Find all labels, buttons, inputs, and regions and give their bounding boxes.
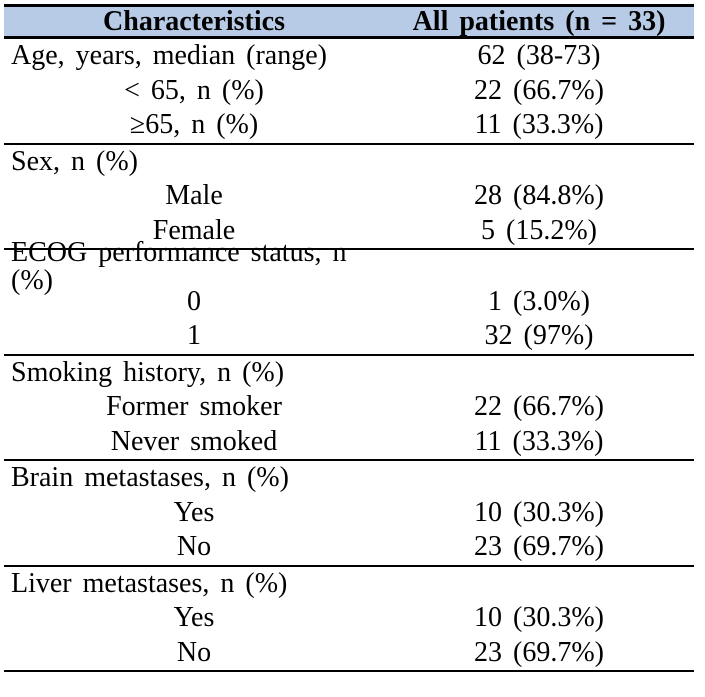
row-value: 22 (66.7%): [474, 391, 604, 423]
table-sub-row: No 23 (69.7%): [4, 636, 694, 671]
row-label: < 65, n (%): [124, 74, 264, 106]
row-label: ECOG performance status, n (%): [11, 237, 347, 297]
row-value: 11 (33.3%): [474, 425, 604, 457]
table-sub-row: Former smoker 22 (66.7%): [4, 390, 694, 425]
table-section-sex: Sex, n (%) Male 28 (84.8%) Female 5 (15.2%): [4, 145, 694, 250]
row-value: 1 (3.0%): [488, 285, 590, 317]
row-label: Age, years, median (range): [11, 40, 327, 72]
table-category-row: Brain metastases, n (%): [4, 461, 694, 496]
row-value: 10 (30.3%): [474, 602, 604, 634]
row-label: ≥65, n (%): [129, 109, 259, 141]
table-section-brain-metastases: Brain metastases, n (%) Yes 10 (30.3%) No 23…: [4, 461, 694, 567]
table-section-smoking-history: Smoking history, n (%) Former smoker 22 (6…: [4, 356, 694, 461]
header-all-patients: All patients (n = 33): [412, 5, 666, 37]
row-label: Sex, n (%): [11, 145, 138, 177]
row-label: Male: [165, 180, 223, 212]
row-label: No: [176, 636, 212, 668]
row-value: 22 (66.7%): [474, 74, 604, 106]
table-section-liver-metastases: Liver metastases, n (%) Yes 10 (30.3%) No 23…: [4, 567, 694, 672]
row-label: Never smoked: [110, 425, 278, 457]
row-label: 0: [187, 285, 201, 317]
table-category-row: ECOG performance status, n (%): [4, 239, 694, 295]
row-label: No: [176, 531, 212, 563]
row-value: 62 (38-73): [477, 40, 601, 72]
table-category-row: Sex, n (%): [4, 145, 694, 180]
table-body: Age, years, median (range) 62 (38-73) < 65…: [4, 39, 694, 672]
patient-characteristics-table: Characteristics All patients (n = 33) Ag…: [4, 4, 694, 672]
table-sub-row: Male 28 (84.8%): [4, 179, 694, 214]
table-sub-row: No 23 (69.7%): [4, 530, 694, 565]
header-characteristics: Characteristics: [103, 5, 285, 37]
row-label: Yes: [173, 602, 215, 634]
table-category-row: Liver metastases, n (%): [4, 567, 694, 602]
table-sub-row: Yes 10 (30.3%): [4, 496, 694, 531]
table-sub-row: 1 32 (97%): [4, 319, 694, 354]
table-category-row: Smoking history, n (%): [4, 356, 694, 391]
row-value: 23 (69.7%): [474, 531, 604, 563]
row-label: Former smoker: [106, 391, 282, 423]
row-label: Brain metastases, n (%): [11, 462, 289, 494]
row-label: Yes: [173, 496, 215, 528]
row-value: 28 (84.8%): [474, 180, 604, 212]
table-section-age: Age, years, median (range) 62 (38-73) < 65…: [4, 39, 694, 145]
table-sub-row: ≥65, n (%) 11 (33.3%): [4, 108, 694, 143]
row-label: 1: [187, 320, 201, 352]
row-value: 5 (15.2%): [481, 214, 597, 246]
table-section-ecog-performance-status: ECOG performance status, n (%) 0 1 (3.0%) 1…: [4, 239, 694, 356]
row-label: Smoking history, n (%): [11, 356, 285, 388]
row-label: Liver metastases, n (%): [11, 567, 288, 599]
row-label: Female: [152, 214, 236, 246]
row-value: 32 (97%): [484, 320, 594, 352]
row-value: 23 (69.7%): [474, 636, 604, 668]
table-sub-row: < 65, n (%) 22 (66.7%): [4, 74, 694, 109]
table-sub-row: Yes 10 (30.3%): [4, 601, 694, 636]
row-value: 10 (30.3%): [474, 496, 604, 528]
table-sub-row: Never smoked 11 (33.3%): [4, 425, 694, 460]
table-header-row: Characteristics All patients (n = 33): [4, 4, 694, 39]
table-category-row: Age, years, median (range) 62 (38-73): [4, 39, 694, 74]
table-sub-row: Female 5 (15.2%): [4, 214, 694, 249]
table-sub-row: 0 1 (3.0%): [4, 285, 694, 320]
row-value: 11 (33.3%): [474, 109, 604, 141]
